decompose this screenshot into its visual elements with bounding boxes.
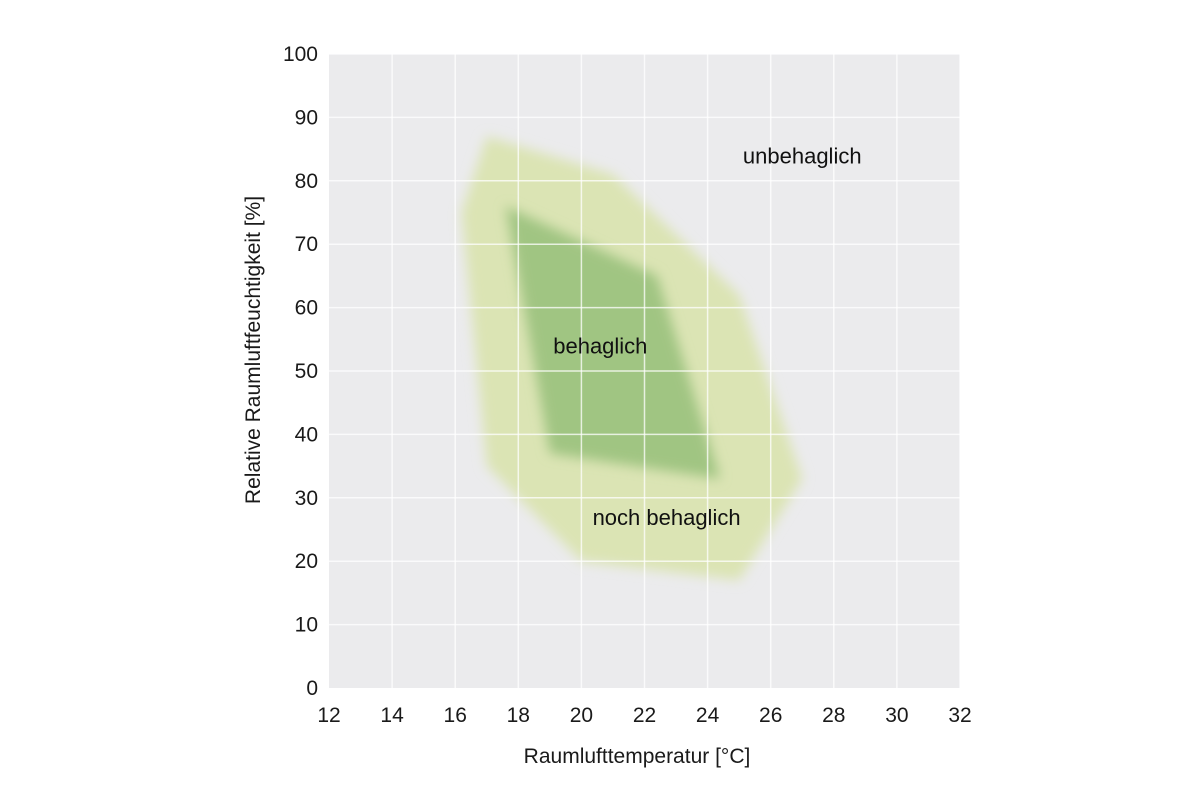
y-axis-label: Relative Raumluftfeuchtigkeit [%] [242, 196, 265, 504]
label-noch-behaglich: noch behaglich [593, 505, 741, 530]
grid-lines [329, 53, 961, 688]
x-tick-label: 22 [633, 704, 656, 727]
region-behaglich [505, 206, 721, 479]
label-unbehaglich: unbehaglich [743, 143, 862, 168]
region-labels: unbehaglich behaglich noch behaglich [553, 143, 861, 529]
y-tick-label: 100 [283, 43, 318, 66]
x-axis-ticks: 12 14 16 18 20 22 24 26 28 30 32 [317, 704, 971, 727]
y-tick-label: 20 [295, 550, 318, 573]
y-axis-ticks: 0 10 20 30 40 50 60 70 80 90 100 [283, 43, 318, 700]
y-tick-label: 70 [295, 233, 318, 256]
x-tick-label: 24 [696, 704, 720, 727]
x-tick-label: 20 [570, 704, 593, 727]
x-tick-label: 18 [507, 704, 530, 727]
x-tick-label: 14 [380, 704, 404, 727]
x-tick-label: 16 [444, 704, 467, 727]
x-tick-label: 32 [948, 704, 971, 727]
x-tick-label: 12 [317, 704, 340, 727]
y-tick-label: 40 [295, 423, 318, 446]
y-tick-label: 90 [295, 106, 318, 129]
y-tick-label: 30 [295, 487, 318, 510]
y-tick-label: 60 [295, 297, 318, 320]
x-tick-label: 30 [885, 704, 908, 727]
y-tick-label: 10 [295, 614, 318, 637]
x-tick-label: 28 [822, 704, 845, 727]
y-tick-label: 0 [306, 677, 318, 700]
y-tick-label: 50 [295, 360, 318, 383]
comfort-regions [461, 136, 803, 581]
y-tick-label: 80 [295, 170, 318, 193]
label-behaglich: behaglich [553, 334, 647, 359]
x-tick-label: 26 [759, 704, 782, 727]
x-axis-label: Raumlufttemperatur [°C] [524, 745, 751, 768]
